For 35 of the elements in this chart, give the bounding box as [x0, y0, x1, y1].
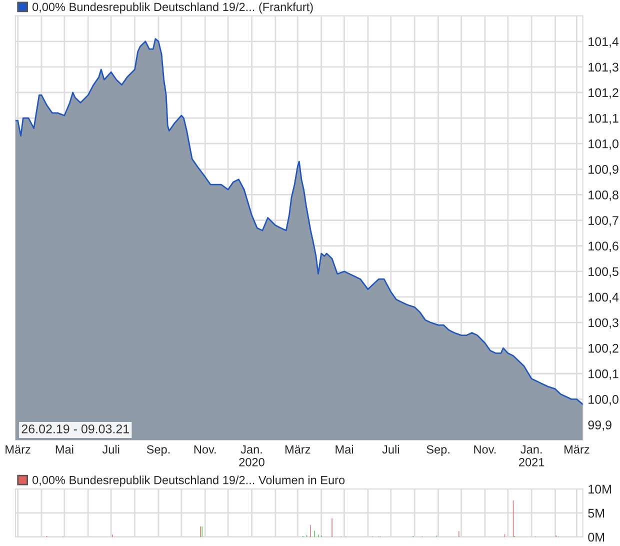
x-tick-label: Juli: [382, 444, 399, 454]
y-tick-label: 100,8: [588, 190, 618, 201]
y-tick-label: 100,0: [588, 394, 618, 406]
y-tick-label: 100,2: [588, 344, 618, 354]
x-tick-label: März: [564, 445, 590, 454]
y-tick-label: 101,0: [588, 139, 618, 150]
y-tick-label: 101,1: [588, 114, 618, 124]
y-tick-label: 101,2: [588, 88, 618, 99]
annotation: 26.02.19 - 09.03.21: [22, 424, 129, 434]
x-tick-label: Sep.: [146, 445, 170, 456]
y-tick-label: 100,7: [588, 216, 618, 226]
legend-label: 0,00% Bundesrepublik Deutschland 19/2... Volumen in Euro: [32, 476, 345, 487]
y-tick-label: 100,3: [588, 318, 618, 329]
legend-label: 0,00% Bundesrepublik Deutschland 19/2... (Frankfurt): [32, 2, 313, 14]
y-tick-label: 100,1: [588, 369, 618, 380]
y-tick-label: 10M: [588, 484, 611, 494]
y-tick-label: 100,6: [588, 242, 618, 252]
x-tick-label: Nov.: [474, 445, 496, 454]
x-tick-label: Sep.: [426, 445, 450, 456]
x-tick-label: März: [285, 445, 310, 454]
y-tick-label: 100,5: [588, 267, 618, 278]
y-tick-label: 101,4: [588, 37, 619, 48]
x-tick-label: Mai: [56, 444, 74, 454]
x-tick-label: März: [6, 445, 30, 454]
x-tick-label: Juli: [102, 444, 120, 454]
x-tick-label: Jan. 2020: [239, 445, 264, 466]
y-tick-label: 5M: [588, 508, 604, 518]
x-tick-label: Mai: [336, 444, 353, 454]
y-tick-label: 99,9: [588, 420, 612, 431]
y-tick-label: 100,9: [588, 164, 618, 176]
x-tick-label: Jan. 2021: [519, 445, 544, 466]
y-tick-label: 100,4: [588, 292, 619, 304]
y-tick-label: 101,3: [588, 62, 618, 74]
y-tick-label: 0M: [588, 532, 604, 542]
x-tick-label: Nov.: [194, 445, 216, 454]
